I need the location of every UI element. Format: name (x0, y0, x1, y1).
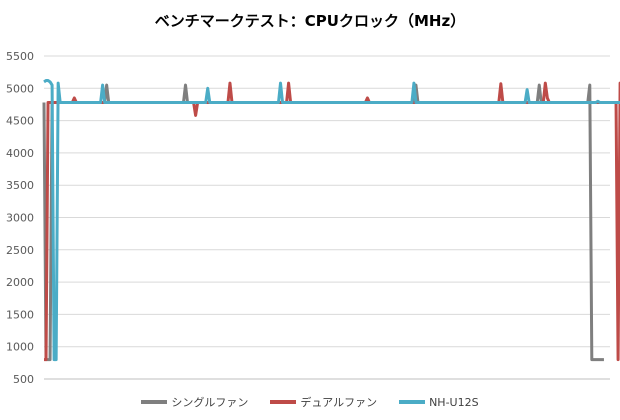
y-tick-label: 2000 (6, 276, 34, 289)
series-line-0 (42, 83, 604, 362)
legend-swatch-dual-fan (270, 400, 297, 404)
legend-item-single-fan: シングルファン (141, 394, 248, 410)
legend-swatch-single-fan (141, 400, 168, 404)
legend-swatch-nh-u12s (399, 400, 426, 404)
legend-label-dual-fan: デュアルファン (300, 396, 378, 409)
y-tick-label: 5500 (6, 50, 34, 63)
legend-item-nh-u12s: NH-U12S (399, 394, 479, 410)
y-tick-label: 3500 (6, 179, 34, 192)
gridlines (44, 55, 610, 380)
series-line-1 (44, 81, 620, 362)
y-tick-label: 1500 (6, 308, 34, 321)
legend-label-single-fan: シングルファン (171, 396, 249, 409)
y-tick-label: 500 (13, 373, 34, 386)
y-tick-label: 2500 (6, 244, 34, 257)
y-tick-label: 5000 (6, 82, 34, 95)
y-tick-label: 4000 (6, 147, 34, 160)
series-line-2 (43, 79, 620, 362)
y-tick-label: 4500 (6, 115, 34, 128)
legend-item-dual-fan: デュアルファン (270, 394, 377, 410)
series-lines (42, 79, 620, 362)
y-tick-label: 1000 (6, 341, 34, 354)
y-tick-label: 3000 (6, 212, 34, 225)
legend-label-nh-u12s: NH-U12S (429, 395, 479, 409)
chart-title: ベンチマークテスト：CPUクロック（MHz） (154, 12, 466, 30)
y-axis-ticks: 500 1000 1500 2000 2500 3000 3500 4000 4500 5000 5… (6, 50, 34, 386)
legend: シングルファン デュアルファン NH-U12S (0, 394, 620, 410)
